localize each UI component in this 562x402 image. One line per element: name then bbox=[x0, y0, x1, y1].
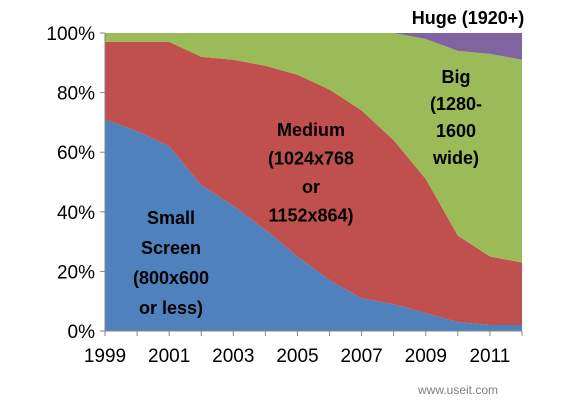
x-tick-label: 2011 bbox=[469, 346, 510, 367]
y-tick-label: 80% bbox=[57, 84, 95, 105]
series-label-line: or bbox=[302, 177, 320, 197]
y-tick-label: 20% bbox=[57, 262, 95, 283]
axes-group: 0% 20% 40% 60% 80% 100% 1999 2001 2003 2005 2007 20… bbox=[46, 24, 523, 367]
area-series-group bbox=[105, 33, 522, 332]
area-huge bbox=[105, 33, 522, 60]
series-label-line: (1024x768 bbox=[268, 149, 354, 169]
series-label-line: Medium bbox=[277, 120, 345, 140]
area-big bbox=[105, 33, 522, 263]
x-tick-label: 2009 bbox=[405, 346, 447, 367]
series-label-line: (1280- bbox=[430, 94, 482, 114]
y-tick-label: 100% bbox=[46, 24, 95, 45]
series-label-line: Screen bbox=[141, 238, 201, 258]
area-small-screen bbox=[105, 119, 522, 332]
x-tick-label: 1999 bbox=[84, 346, 126, 367]
series-label-huge: Huge (1920+) bbox=[412, 8, 525, 28]
series-label-medium: Medium (1024x768 or 1152x864) bbox=[268, 120, 354, 226]
x-tick-label: 2003 bbox=[212, 346, 254, 367]
series-label-small-screen: Small Screen (800x600 or less) bbox=[133, 208, 209, 318]
series-label-line: Huge (1920+) bbox=[412, 8, 525, 28]
series-label-line: or less) bbox=[139, 298, 203, 318]
series-label-line: Small bbox=[147, 208, 195, 228]
y-tick-label: 60% bbox=[57, 143, 95, 164]
x-tick-label: 2001 bbox=[148, 346, 190, 367]
y-tick-label: 40% bbox=[57, 203, 95, 224]
series-label-big: Big (1280- 1600 wide) bbox=[430, 67, 482, 168]
x-tick-label: 2005 bbox=[276, 346, 318, 367]
y-tick-label: 0% bbox=[68, 322, 96, 343]
series-labels-group: Small Screen (800x600 or less) Medium (1024x7… bbox=[133, 8, 524, 318]
series-label-line: wide) bbox=[432, 148, 479, 168]
series-label-line: 1152x864) bbox=[268, 206, 353, 226]
series-label-line: (800x600 bbox=[133, 268, 209, 288]
series-label-line: Big bbox=[442, 67, 471, 87]
x-tick-label: 2007 bbox=[340, 346, 382, 367]
source-credit: www.useit.com bbox=[417, 383, 498, 397]
series-label-line: 1600 bbox=[436, 121, 476, 141]
area-medium bbox=[105, 41, 522, 326]
